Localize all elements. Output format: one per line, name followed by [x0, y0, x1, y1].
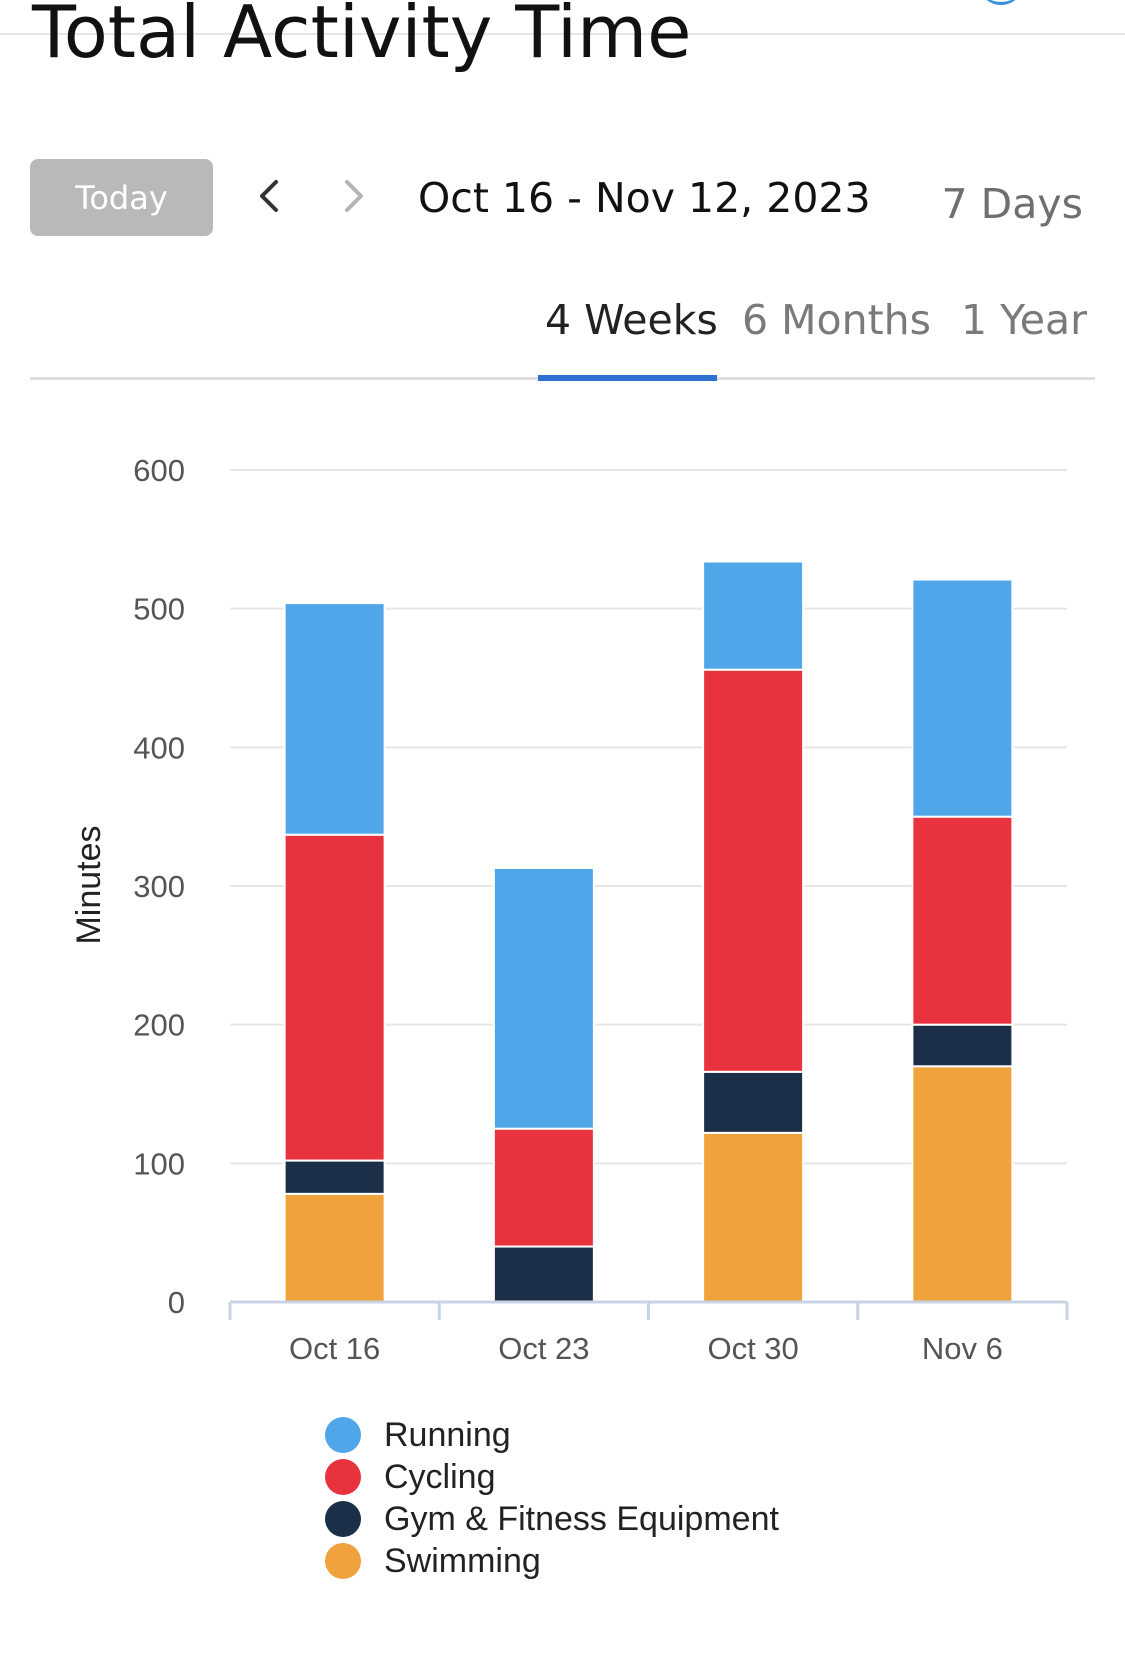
bar-running-oct-16 — [283, 602, 386, 836]
bar-running-oct-30 — [702, 560, 805, 671]
bar-gym-fitness-equipment-oct-23 — [492, 1245, 595, 1303]
bar-gym-fitness-equipment-nov-6 — [911, 1023, 1014, 1068]
y-tick-label: 100 — [133, 1146, 185, 1181]
active-tab-indicator — [538, 375, 717, 381]
bar-cycling-oct-30 — [702, 668, 805, 1073]
legend-item-gym: Gym & Fitness Equipment — [325, 1498, 779, 1540]
tab-6-months[interactable]: 6 Months — [742, 296, 931, 344]
y-tick-label: 600 — [133, 453, 185, 488]
bar-gym-fitness-equipment-oct-30 — [702, 1070, 805, 1134]
today-button[interactable]: Today — [30, 159, 213, 236]
date-range: Oct 16 - Nov 12, 2023 — [418, 174, 871, 222]
y-axis-title: Minutes — [70, 825, 108, 944]
bar-cycling-oct-23 — [492, 1127, 595, 1248]
legend-swatch — [325, 1417, 361, 1453]
legend-swatch — [325, 1459, 361, 1495]
period-7-days[interactable]: 7 Days — [941, 180, 1083, 228]
legend-swatch — [325, 1543, 361, 1579]
legend-label: Swimming — [384, 1541, 541, 1580]
y-tick-label: 200 — [133, 1008, 185, 1043]
bar-swimming-oct-30 — [702, 1131, 805, 1303]
tab-1-year[interactable]: 1 Year — [961, 296, 1087, 344]
page-title: Total Activity Time — [32, 0, 692, 74]
chevron-right-icon[interactable] — [333, 172, 373, 220]
bar-swimming-nov-6 — [911, 1065, 1014, 1303]
bar-running-nov-6 — [911, 578, 1014, 818]
stacked-bar-chart: 0 100 200 300 400 500 600 Oct 16 Oct 23 Oct 30 Nov… — [70, 453, 1069, 1360]
legend-item-cycling: Cycling — [325, 1456, 779, 1498]
bar-gym-fitness-equipment-oct-16 — [283, 1159, 386, 1195]
legend-item-swimming: Swimming — [325, 1540, 779, 1582]
x-tick-label: Oct 23 — [498, 1331, 589, 1360]
legend-label: Gym & Fitness Equipment — [384, 1499, 779, 1538]
chevron-left-icon[interactable] — [250, 172, 290, 220]
legend-label: Running — [384, 1415, 511, 1454]
bar-cycling-nov-6 — [911, 815, 1014, 1026]
top-indicator-icon — [978, 0, 1024, 5]
bar-cycling-oct-16 — [283, 833, 386, 1162]
tab-4-weeks[interactable]: 4 Weeks — [545, 296, 718, 344]
top-divider — [0, 33, 1125, 35]
y-tick-label: 300 — [133, 869, 185, 904]
x-tick-label: Oct 16 — [289, 1331, 380, 1360]
chart-legend: Running Cycling Gym & Fitness Equipment … — [325, 1414, 779, 1582]
y-tick-label: 500 — [133, 592, 185, 627]
bar-running-oct-23 — [492, 866, 595, 1130]
x-tick-label: Nov 6 — [922, 1331, 1003, 1360]
x-tick-label: Oct 30 — [707, 1331, 798, 1360]
legend-item-running: Running — [325, 1414, 779, 1456]
y-tick-label: 0 — [168, 1285, 185, 1320]
bar-swimming-oct-16 — [283, 1192, 386, 1304]
legend-swatch — [325, 1501, 361, 1537]
y-tick-label: 400 — [133, 730, 185, 765]
legend-label: Cycling — [384, 1457, 496, 1496]
